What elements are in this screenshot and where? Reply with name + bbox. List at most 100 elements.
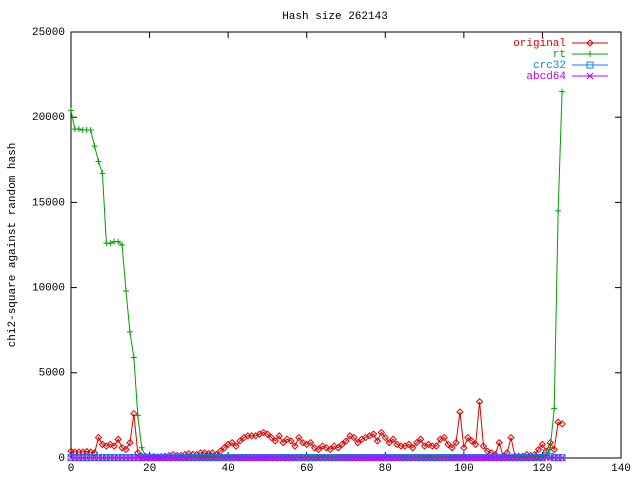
x-tick-label: 60 (300, 463, 313, 475)
data-point (299, 438, 307, 447)
data-point (558, 454, 566, 462)
data-point (334, 444, 342, 452)
data-point (342, 437, 350, 445)
data-point (95, 158, 102, 165)
data-point (468, 437, 476, 445)
data-point (551, 405, 558, 412)
data-point (413, 438, 421, 447)
data-point (369, 430, 378, 438)
data-point (228, 438, 236, 447)
data-point (123, 288, 129, 295)
data-point (94, 433, 103, 442)
data-point (495, 438, 503, 447)
data-point (555, 207, 562, 214)
x-tick-label: 120 (533, 463, 553, 475)
data-point (259, 428, 268, 437)
data-point (326, 445, 334, 454)
data-point (220, 444, 228, 452)
legend-marker (586, 61, 594, 69)
legend-marker (587, 51, 593, 57)
data-point (479, 442, 488, 450)
data-point (99, 170, 106, 177)
data-point (542, 449, 550, 457)
data-point (338, 440, 346, 449)
data-point (279, 438, 287, 447)
data-point (471, 440, 480, 449)
data-point (119, 242, 126, 248)
data-point (322, 444, 331, 452)
y-tick-label: 10000 (32, 283, 65, 295)
y-tick-label: 0 (58, 453, 65, 465)
y-tick-label: 15000 (32, 197, 65, 209)
data-point (464, 433, 472, 442)
data-point (271, 437, 279, 445)
data-point (405, 440, 413, 449)
data-point (283, 435, 291, 443)
data-point (287, 437, 295, 445)
y-tick-label: 5000 (39, 368, 65, 380)
data-point (456, 408, 464, 416)
data-point (114, 435, 122, 443)
data-point (318, 442, 327, 450)
x-tick-label: 80 (379, 463, 392, 475)
data-point (346, 432, 354, 440)
data-point (377, 428, 386, 437)
data-point (68, 107, 74, 114)
legend-label: original (513, 38, 566, 50)
data-point (138, 444, 145, 451)
data-point (448, 444, 456, 452)
data-point (554, 418, 562, 426)
data-point (91, 143, 98, 150)
y-axis-label: chi2-square against random hash (7, 143, 19, 348)
data-point (115, 238, 122, 245)
data-point (107, 240, 114, 247)
data-point (416, 435, 425, 443)
data-point (538, 440, 547, 449)
data-point (424, 440, 433, 449)
y-tick-label: 25000 (32, 27, 65, 39)
data-point (87, 126, 94, 133)
data-point (232, 442, 240, 450)
data-point (267, 433, 276, 442)
x-tick-label: 0 (68, 463, 75, 475)
x-tick-label: 100 (454, 463, 474, 475)
data-point (452, 438, 460, 447)
data-point (440, 433, 448, 442)
data-point (354, 438, 362, 447)
data-point (75, 126, 82, 133)
data-point (507, 433, 515, 442)
data-point (330, 442, 338, 450)
data-point (110, 442, 118, 450)
data-point (432, 442, 441, 450)
data-point (126, 328, 133, 335)
data-point (134, 449, 142, 457)
data-point (90, 449, 99, 457)
data-point (118, 444, 126, 452)
data-point (350, 433, 358, 442)
data-point (306, 438, 315, 447)
x-tick-label: 40 (222, 463, 235, 475)
data-point (130, 354, 137, 361)
data-point (291, 442, 299, 450)
data-point (98, 440, 107, 449)
data-point (373, 437, 382, 445)
data-point (126, 438, 134, 447)
data-point (130, 409, 138, 418)
data-point (134, 412, 141, 419)
data-point (409, 444, 417, 452)
data-point (310, 444, 319, 452)
data-point (106, 440, 114, 449)
data-point (444, 440, 452, 449)
x-tick-label: 140 (611, 463, 631, 475)
data-point (558, 420, 566, 428)
data-point (295, 433, 303, 442)
data-point (236, 437, 244, 445)
data-point (389, 435, 397, 443)
data-point (547, 444, 554, 451)
chart-title: Hash size 262143 (282, 11, 388, 23)
data-point (314, 445, 323, 454)
legend-label: crc32 (533, 60, 566, 72)
data-point (275, 432, 283, 440)
legend-marker (586, 39, 594, 47)
